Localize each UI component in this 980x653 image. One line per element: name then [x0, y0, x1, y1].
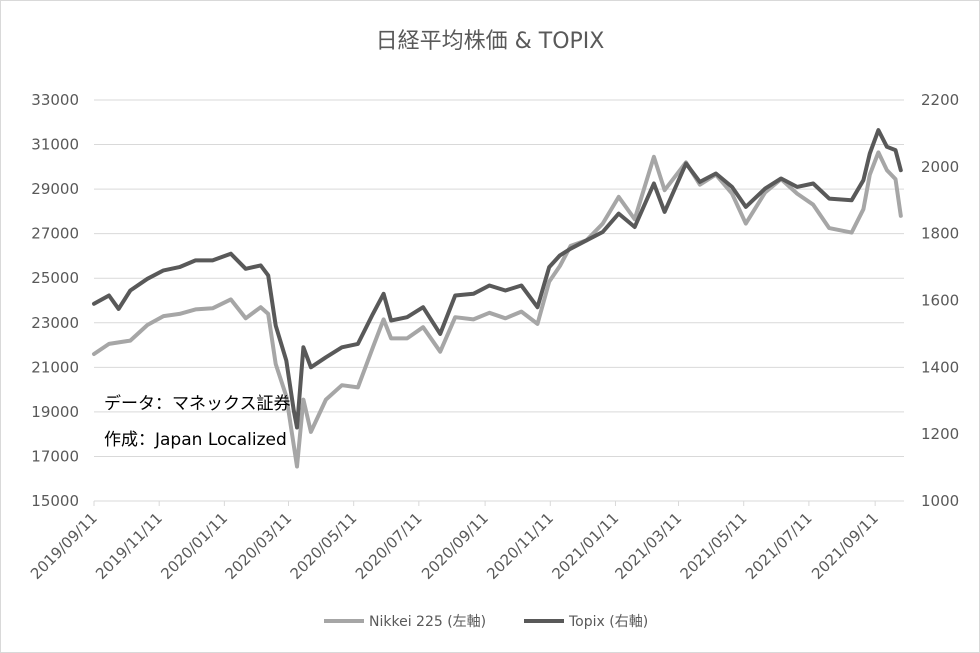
x-tick-label: 2020/07/11 [352, 509, 426, 583]
x-tick-label: 2020/03/11 [221, 509, 295, 583]
annotation-author: 作成：Japan Localized [104, 430, 287, 450]
x-tick-label: 2021/07/11 [742, 509, 816, 583]
legend: Nikkei 225 (左軸) Topix (右軸) [324, 614, 648, 630]
grid-lines [94, 99, 904, 502]
y-right-tick-label: 1600 [921, 292, 959, 310]
y-left-tick-label: 19000 [31, 403, 79, 421]
y-right-tick-label: 1200 [921, 425, 959, 443]
x-tick-label: 2019/09/11 [27, 509, 101, 583]
y-left-tick-label: 25000 [31, 269, 79, 287]
chart-title: 日経平均株価 & TOPIX [376, 29, 605, 54]
y-right-tick-label: 1800 [921, 225, 959, 243]
series-line-nikkei [92, 150, 903, 469]
series-lines [92, 128, 903, 469]
y-left-tick-label: 23000 [31, 314, 79, 332]
y-left-tick-label: 31000 [31, 136, 79, 154]
x-tick-label: 2020/05/11 [287, 509, 361, 583]
legend-label-topix: Topix (右軸) [568, 614, 648, 630]
annotation-source: データ：マネックス証券 [104, 393, 291, 414]
x-axis: 2019/09/112019/11/112020/01/112020/03/11… [27, 501, 882, 583]
y-right-tick-label: 2000 [921, 158, 959, 176]
y-left-tick-label: 17000 [31, 447, 79, 465]
y-left-tick-label: 29000 [31, 180, 79, 198]
x-tick-label: 2020/11/11 [483, 509, 557, 583]
y-right-tick-label: 2200 [921, 91, 959, 109]
x-tick-label: 2021/01/11 [548, 509, 622, 583]
y-right-tick-label: 1000 [921, 492, 959, 510]
x-tick-label: 2021/09/11 [808, 509, 882, 583]
x-tick-label: 2021/03/11 [611, 509, 685, 583]
x-tick-label: 2020/01/11 [157, 509, 231, 583]
x-tick-label: 2019/11/11 [92, 509, 166, 583]
y-right-tick-label: 1400 [921, 358, 959, 376]
legend-label-nikkei: Nikkei 225 (左軸) [369, 614, 486, 630]
series-line-topix [92, 128, 903, 430]
y-left-tick-label: 21000 [31, 358, 79, 376]
y-axis-left: 33000 31000 29000 27000 25000 23000 21000 19000… [31, 91, 79, 510]
x-tick-label: 2020/09/11 [418, 509, 492, 583]
y-left-tick-label: 27000 [31, 225, 79, 243]
y-axis-right: 2200 2000 1800 1600 1400 1200 1000 [921, 91, 959, 510]
y-left-tick-label: 33000 [31, 91, 79, 109]
y-left-tick-label: 15000 [31, 492, 79, 510]
x-tick-label: 2021/05/11 [677, 509, 751, 583]
